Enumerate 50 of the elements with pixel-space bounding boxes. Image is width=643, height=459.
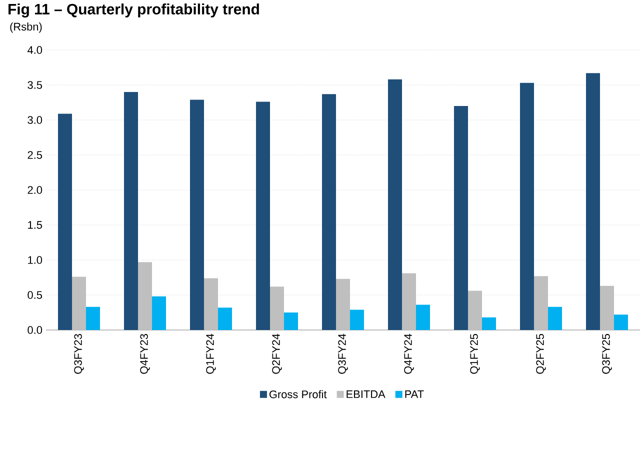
x-tick-label: Q2FY24 <box>272 334 282 374</box>
bar <box>482 317 496 330</box>
x-tick-label: Q4FY23 <box>140 334 150 374</box>
bar <box>284 312 298 330</box>
bar <box>600 286 614 330</box>
y-tick-label: 0.5 <box>28 291 42 299</box>
bar <box>86 306 100 330</box>
legend-label: PAT <box>405 390 424 398</box>
bar <box>58 114 72 330</box>
y-tick-label: 4.0 <box>27 46 42 54</box>
x-tick-label: Q1FY25 <box>470 334 480 374</box>
bar <box>614 314 628 330</box>
bar <box>548 306 562 330</box>
x-tick-label: Q3FY25 <box>602 334 612 374</box>
bar <box>256 102 270 330</box>
bar <box>72 276 86 330</box>
bar <box>218 308 232 330</box>
bar <box>190 100 204 330</box>
x-tick-label: Q1FY24 <box>206 334 216 374</box>
bar <box>520 82 534 330</box>
bar <box>468 290 482 330</box>
bar <box>336 278 350 330</box>
bar <box>270 286 284 330</box>
bar <box>152 296 166 330</box>
y-tick-label: 3.5 <box>28 81 42 89</box>
bar <box>350 310 364 330</box>
bar <box>204 278 218 330</box>
x-tick-label: Q3FY24 <box>338 334 348 374</box>
y-tick-label: 2.5 <box>28 151 42 159</box>
y-tick-label: 0.0 <box>28 326 42 334</box>
bar <box>416 304 430 330</box>
bar <box>388 79 402 330</box>
y-tick-label: 1.0 <box>28 256 42 264</box>
bar <box>586 73 600 330</box>
bar <box>534 276 548 330</box>
legend-label: EBITDA <box>346 390 386 398</box>
chart-title: Fig 11 – Quarterly profitability trend <box>8 4 259 18</box>
y-tick-label: 1.5 <box>28 221 42 229</box>
bar <box>322 94 336 330</box>
x-tick-label: Q2FY25 <box>536 334 546 374</box>
bar <box>454 106 468 330</box>
legend-label: Gross Profit <box>270 390 327 398</box>
x-tick-label: Q4FY24 <box>404 334 414 374</box>
y-axis-title: (Rsbn) <box>10 22 42 33</box>
bar <box>138 262 152 330</box>
y-tick-label: 2.0 <box>28 186 42 194</box>
y-tick-label: 3.0 <box>28 116 42 124</box>
bar <box>402 273 416 330</box>
x-tick-label: Q3FY23 <box>74 334 84 374</box>
bar <box>124 92 138 330</box>
